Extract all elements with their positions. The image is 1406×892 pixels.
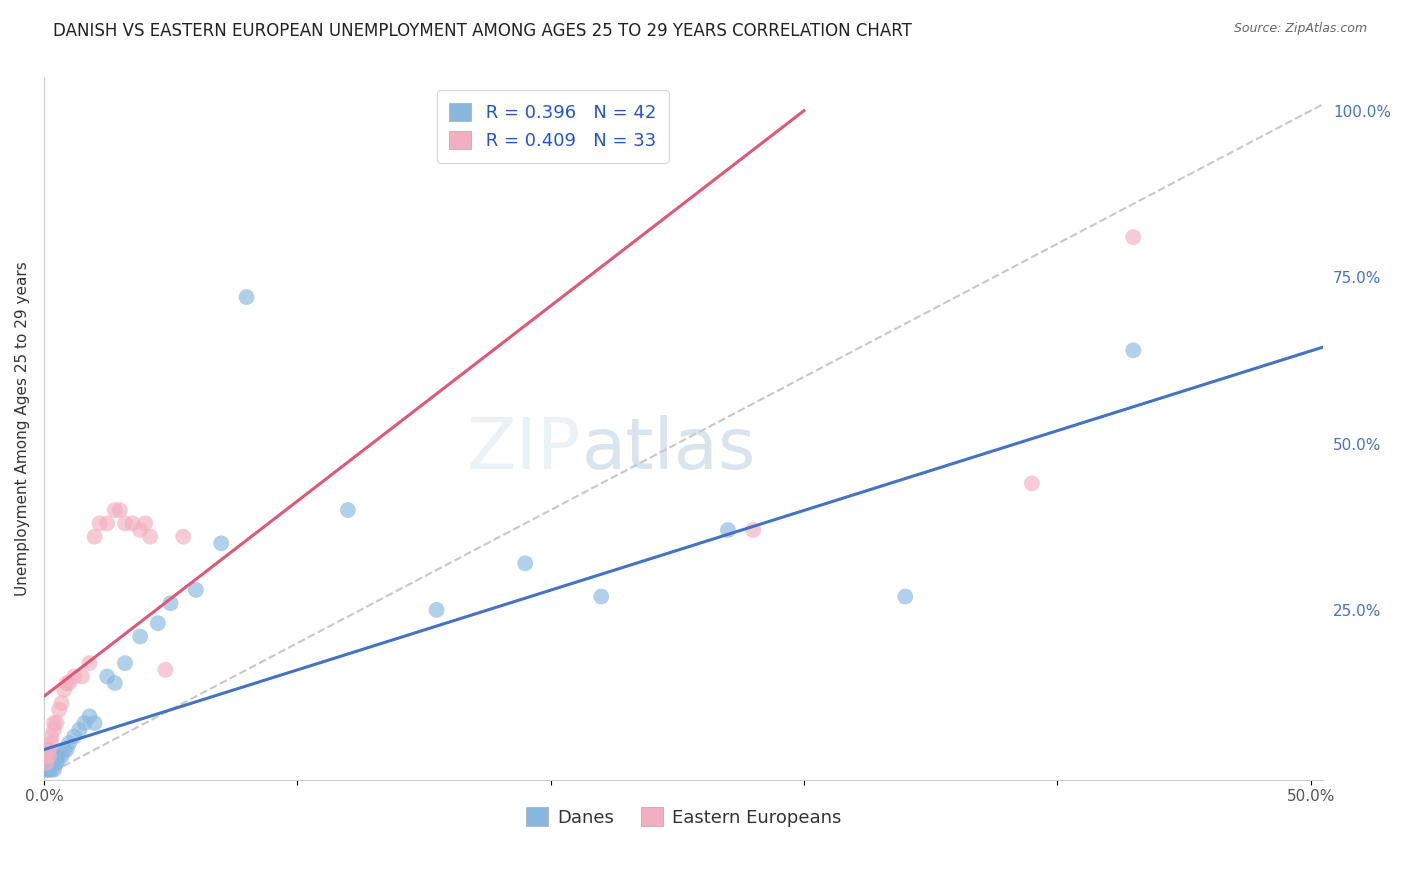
Point bbox=[45, 756, 67, 770]
Point bbox=[894, 590, 917, 604]
Point bbox=[121, 516, 143, 531]
Point bbox=[38, 749, 60, 764]
Point bbox=[96, 669, 118, 683]
Text: ZIP: ZIP bbox=[467, 415, 581, 484]
Point bbox=[55, 676, 77, 690]
Point bbox=[83, 716, 105, 731]
Point bbox=[55, 742, 77, 756]
Point bbox=[70, 669, 93, 683]
Point bbox=[48, 703, 70, 717]
Point bbox=[45, 716, 67, 731]
Point bbox=[35, 756, 58, 770]
Point bbox=[63, 730, 86, 744]
Text: DANISH VS EASTERN EUROPEAN UNEMPLOYMENT AMONG AGES 25 TO 29 YEARS CORRELATION CH: DANISH VS EASTERN EUROPEAN UNEMPLOYMENT … bbox=[53, 22, 912, 40]
Point bbox=[104, 676, 127, 690]
Point bbox=[717, 523, 740, 537]
Point bbox=[41, 749, 63, 764]
Point bbox=[79, 656, 101, 670]
Point bbox=[79, 709, 101, 723]
Point bbox=[1122, 230, 1144, 244]
Point bbox=[336, 503, 359, 517]
Point bbox=[38, 763, 60, 777]
Point bbox=[89, 516, 111, 531]
Point bbox=[42, 763, 65, 777]
Point bbox=[159, 596, 181, 610]
Legend: Danes, Eastern Europeans: Danes, Eastern Europeans bbox=[519, 800, 848, 834]
Text: Source: ZipAtlas.com: Source: ZipAtlas.com bbox=[1233, 22, 1367, 36]
Point bbox=[48, 749, 70, 764]
Point bbox=[38, 756, 60, 770]
Y-axis label: Unemployment Among Ages 25 to 29 years: Unemployment Among Ages 25 to 29 years bbox=[15, 261, 30, 596]
Point bbox=[155, 663, 177, 677]
Point bbox=[129, 630, 152, 644]
Point bbox=[35, 756, 58, 770]
Point bbox=[35, 763, 58, 777]
Point bbox=[114, 516, 136, 531]
Point bbox=[1122, 343, 1144, 358]
Point bbox=[41, 736, 63, 750]
Point bbox=[209, 536, 232, 550]
Point bbox=[108, 503, 131, 517]
Point bbox=[42, 716, 65, 731]
Point bbox=[38, 742, 60, 756]
Point bbox=[139, 530, 162, 544]
Point bbox=[184, 582, 207, 597]
Point bbox=[129, 523, 152, 537]
Point bbox=[104, 503, 127, 517]
Point bbox=[53, 682, 76, 697]
Point bbox=[35, 749, 58, 764]
Point bbox=[42, 749, 65, 764]
Point bbox=[41, 730, 63, 744]
Point bbox=[67, 723, 90, 737]
Point bbox=[41, 756, 63, 770]
Point bbox=[58, 736, 80, 750]
Point bbox=[41, 763, 63, 777]
Point bbox=[35, 742, 58, 756]
Point bbox=[114, 656, 136, 670]
Point bbox=[83, 530, 105, 544]
Point bbox=[134, 516, 156, 531]
Point bbox=[58, 676, 80, 690]
Point bbox=[45, 749, 67, 764]
Point bbox=[53, 742, 76, 756]
Point bbox=[591, 590, 613, 604]
Point bbox=[38, 756, 60, 770]
Point bbox=[63, 669, 86, 683]
Point bbox=[742, 523, 765, 537]
Point bbox=[35, 763, 58, 777]
Point bbox=[42, 756, 65, 770]
Point bbox=[515, 557, 537, 571]
Point bbox=[96, 516, 118, 531]
Point bbox=[172, 530, 194, 544]
Point bbox=[146, 616, 169, 631]
Point bbox=[38, 763, 60, 777]
Point bbox=[235, 290, 257, 304]
Point bbox=[51, 749, 73, 764]
Point bbox=[1021, 476, 1043, 491]
Point bbox=[73, 716, 96, 731]
Point bbox=[42, 723, 65, 737]
Point bbox=[426, 603, 449, 617]
Point bbox=[51, 696, 73, 710]
Point bbox=[45, 756, 67, 770]
Text: atlas: atlas bbox=[581, 415, 755, 484]
